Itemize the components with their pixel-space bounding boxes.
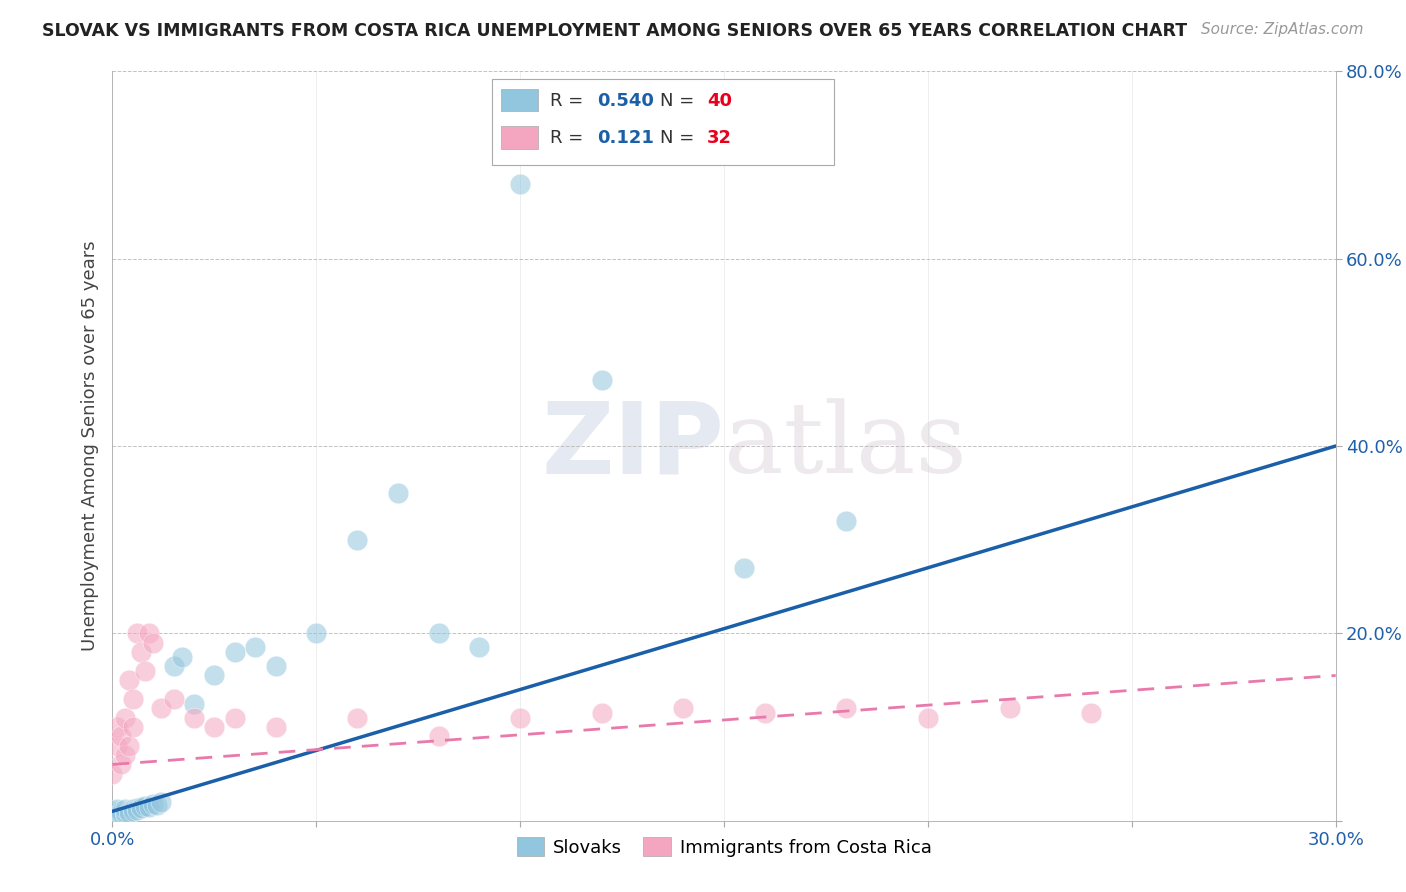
FancyBboxPatch shape <box>492 78 834 165</box>
Point <box>346 533 368 547</box>
Point <box>163 692 186 706</box>
Point <box>204 668 226 682</box>
Point <box>204 720 226 734</box>
Point <box>101 809 124 823</box>
Point <box>754 706 776 720</box>
Point <box>183 710 205 724</box>
Point <box>591 706 613 720</box>
Point <box>105 802 128 816</box>
Text: N =: N = <box>661 92 700 110</box>
Point <box>114 747 136 762</box>
Point <box>427 626 450 640</box>
Point <box>114 805 136 820</box>
Point <box>163 659 186 673</box>
Point <box>142 635 165 649</box>
Point <box>224 645 246 659</box>
FancyBboxPatch shape <box>502 126 538 149</box>
Text: 32: 32 <box>707 129 733 147</box>
Point <box>114 807 136 822</box>
Y-axis label: Unemployment Among Seniors over 65 years: Unemployment Among Seniors over 65 years <box>80 241 98 651</box>
Point <box>110 757 132 772</box>
Point <box>150 701 173 715</box>
Point <box>122 805 145 819</box>
Point <box>591 374 613 388</box>
Point <box>110 806 132 821</box>
Point <box>509 177 531 191</box>
Legend: Slovaks, Immigrants from Costa Rica: Slovaks, Immigrants from Costa Rica <box>509 830 939 864</box>
Text: 0.121: 0.121 <box>598 129 654 147</box>
Point <box>118 806 141 821</box>
Point <box>150 795 173 809</box>
Point <box>998 701 1021 715</box>
Point <box>105 739 128 753</box>
Point <box>105 809 128 823</box>
Point <box>134 798 156 813</box>
Text: N =: N = <box>661 129 700 147</box>
Point <box>110 808 132 822</box>
Text: R =: R = <box>550 129 589 147</box>
Point <box>734 561 756 575</box>
Point <box>264 659 287 673</box>
Point <box>129 801 152 815</box>
Point <box>835 701 858 715</box>
Point <box>1080 706 1102 720</box>
Point <box>264 720 287 734</box>
Point <box>101 767 124 781</box>
Point <box>183 697 205 711</box>
Point <box>114 710 136 724</box>
Point <box>105 720 128 734</box>
Point <box>138 799 160 814</box>
Text: Source: ZipAtlas.com: Source: ZipAtlas.com <box>1201 22 1364 37</box>
Point <box>170 649 193 664</box>
Point <box>129 799 152 814</box>
Point <box>134 664 156 678</box>
Point <box>224 710 246 724</box>
Point <box>129 645 152 659</box>
Point <box>917 710 939 724</box>
Point <box>835 514 858 528</box>
Point <box>146 797 169 812</box>
Point <box>387 486 409 500</box>
Point <box>105 806 128 821</box>
Point <box>110 730 132 744</box>
Point <box>118 739 141 753</box>
Point <box>427 730 450 744</box>
Point <box>138 626 160 640</box>
Text: 0.540: 0.540 <box>598 92 654 110</box>
Point <box>125 801 148 815</box>
Point <box>122 802 145 816</box>
Point <box>110 805 132 819</box>
FancyBboxPatch shape <box>502 88 538 112</box>
Point <box>125 803 148 817</box>
Point <box>245 640 267 655</box>
Point <box>468 640 491 655</box>
Point <box>672 701 695 715</box>
Text: atlas: atlas <box>724 398 967 494</box>
Point <box>125 626 148 640</box>
Point <box>346 710 368 724</box>
Text: ZIP: ZIP <box>541 398 724 494</box>
Point <box>122 692 145 706</box>
Text: SLOVAK VS IMMIGRANTS FROM COSTA RICA UNEMPLOYMENT AMONG SENIORS OVER 65 YEARS CO: SLOVAK VS IMMIGRANTS FROM COSTA RICA UNE… <box>42 22 1187 40</box>
Text: R =: R = <box>550 92 589 110</box>
Point <box>114 802 136 816</box>
Point <box>118 673 141 688</box>
Point <box>105 805 128 819</box>
Point <box>122 720 145 734</box>
Point <box>509 710 531 724</box>
Point <box>305 626 328 640</box>
Point <box>118 805 141 819</box>
Point <box>142 797 165 811</box>
Text: 40: 40 <box>707 92 733 110</box>
